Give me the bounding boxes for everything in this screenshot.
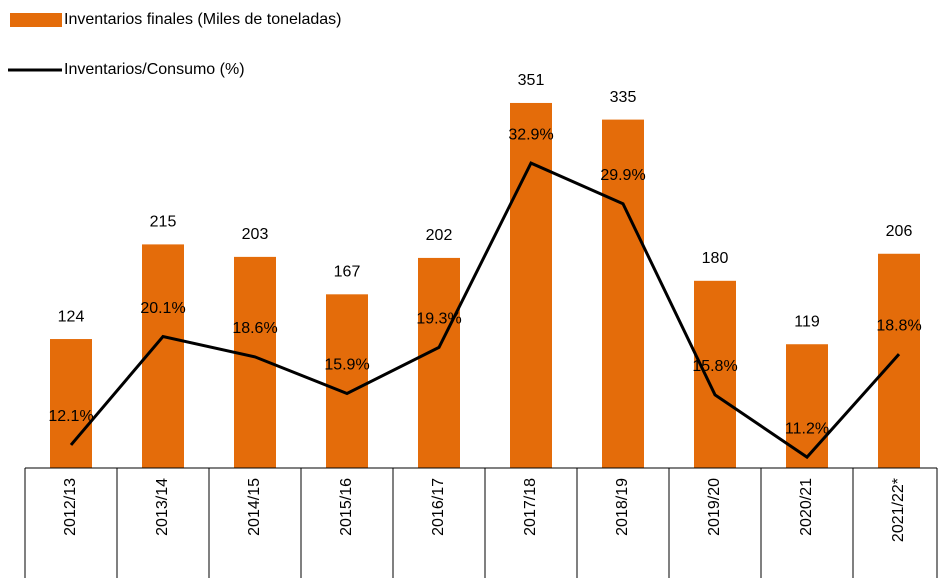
line-value-label: 19.3% (416, 311, 461, 328)
line-value-label: 18.6% (232, 320, 277, 337)
bar-value-label: 167 (334, 264, 361, 281)
bar (50, 339, 92, 468)
x-tick-label: 2020/21 (798, 478, 815, 536)
line-value-label: 15.9% (324, 357, 369, 374)
x-tick-label: 2017/18 (522, 478, 539, 536)
x-tick-label: 2013/14 (154, 478, 171, 536)
line-value-label: 11.2% (785, 420, 829, 437)
bar (878, 253, 920, 468)
line-value-label: 29.9% (600, 167, 645, 184)
bar-value-label: 215 (150, 214, 177, 231)
legend-label: Inventarios finales (Miles de toneladas) (64, 11, 341, 28)
line-value-label: 15.8% (692, 358, 737, 375)
bar-value-label: 203 (242, 226, 269, 243)
bar-value-label: 202 (426, 227, 453, 244)
x-tick-label: 2019/20 (706, 478, 723, 536)
bar-value-label: 335 (610, 89, 637, 106)
x-tick-label: 2015/16 (338, 478, 355, 536)
bar-value-label: 180 (702, 250, 729, 267)
bar-value-label: 206 (886, 223, 913, 240)
x-tick-label: 2016/17 (430, 478, 447, 536)
bar-value-label: 124 (58, 308, 85, 325)
x-tick-label: 2012/13 (62, 478, 79, 536)
bar (418, 257, 460, 468)
line-value-label: 20.1% (140, 300, 185, 317)
bar-value-label: 351 (518, 72, 545, 89)
line-value-label: 18.8% (876, 317, 921, 334)
x-tick-label: 2018/19 (614, 478, 631, 536)
bar (510, 102, 552, 469)
legend-swatch (10, 13, 62, 27)
x-tick-label: 2021/22* (890, 478, 907, 542)
line (69, 161, 901, 460)
bar-value-label: 119 (794, 313, 820, 330)
x-tick-label: 2014/15 (246, 478, 263, 536)
bar (326, 294, 368, 468)
bar (786, 344, 828, 468)
line-value-label: 32.9% (508, 126, 553, 143)
bar (602, 119, 644, 468)
legend-label: Inventarios/Consumo (%) (64, 61, 245, 78)
line-value-label: 12.1% (48, 408, 93, 425)
bar (694, 280, 736, 468)
bar (142, 244, 184, 468)
